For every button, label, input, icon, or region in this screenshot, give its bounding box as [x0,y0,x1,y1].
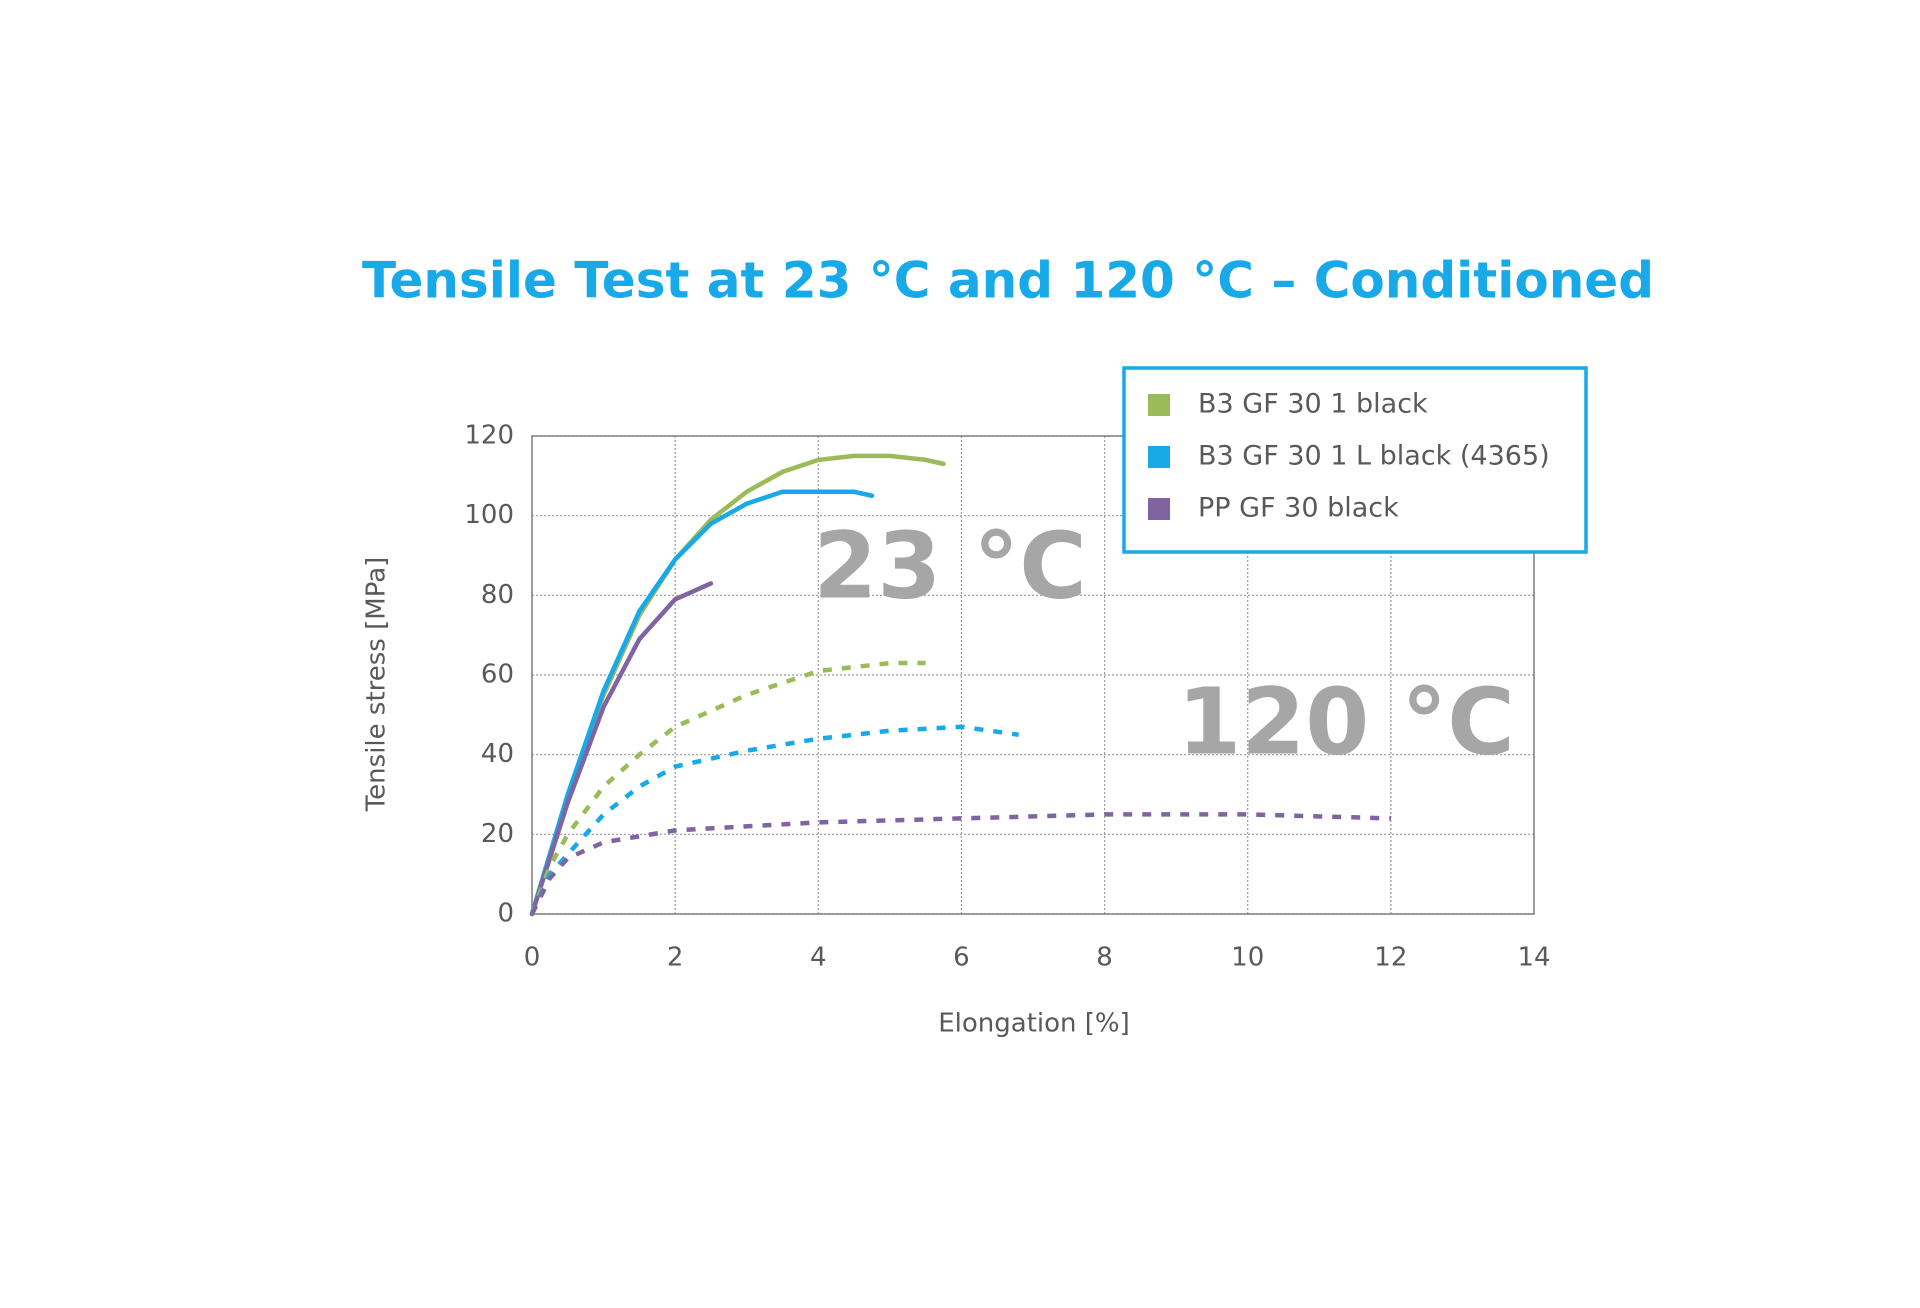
x-tick-label: 6 [953,943,970,973]
legend: B3 GF 30 1 black B3 GF 30 1 L black (4365… [1122,366,1588,554]
x-axis-title: Elongation [%] [938,1009,1130,1039]
x-tick-label: 10 [1231,943,1264,973]
legend-swatch [1148,394,1170,416]
y-axis-title: Tensile stress [MPa] [362,557,392,813]
annotation: 120 °C [1177,668,1515,775]
y-tick-label: 20 [481,819,514,849]
y-tick-label: 80 [481,580,514,610]
x-tick-label: 12 [1374,943,1407,973]
annotation: 23 °C [813,512,1087,619]
line [529,489,875,917]
y-tick-label: 120 [464,421,514,451]
legend-label: B3 GF 30 1 black [1198,389,1428,420]
x-tick-label: 2 [667,943,684,973]
y-tick-label: 100 [464,500,514,530]
legend-swatch [1148,446,1170,468]
legend-label: B3 GF 30 1 L black (4365) [1198,441,1550,472]
y-tick-label: 0 [497,899,514,929]
chart-title: Tensile Test at 23 °C and 120 °C – Condi… [362,252,1654,310]
x-tick-label: 0 [524,943,541,973]
y-tick-label: 40 [481,739,514,769]
x-tick-label: 8 [1096,943,1113,973]
dashed-line [529,812,1391,916]
legend-label: PP GF 30 black [1198,493,1399,524]
legend-box [1122,366,1588,554]
plot-border [531,435,1535,915]
x-tick-label: 14 [1517,943,1550,973]
y-tick-label: 60 [481,660,514,690]
dashed-line [529,660,926,915]
dashed-line [529,724,1020,915]
x-tick-label: 4 [810,943,827,973]
legend-swatch [1148,498,1170,520]
line [529,581,714,917]
